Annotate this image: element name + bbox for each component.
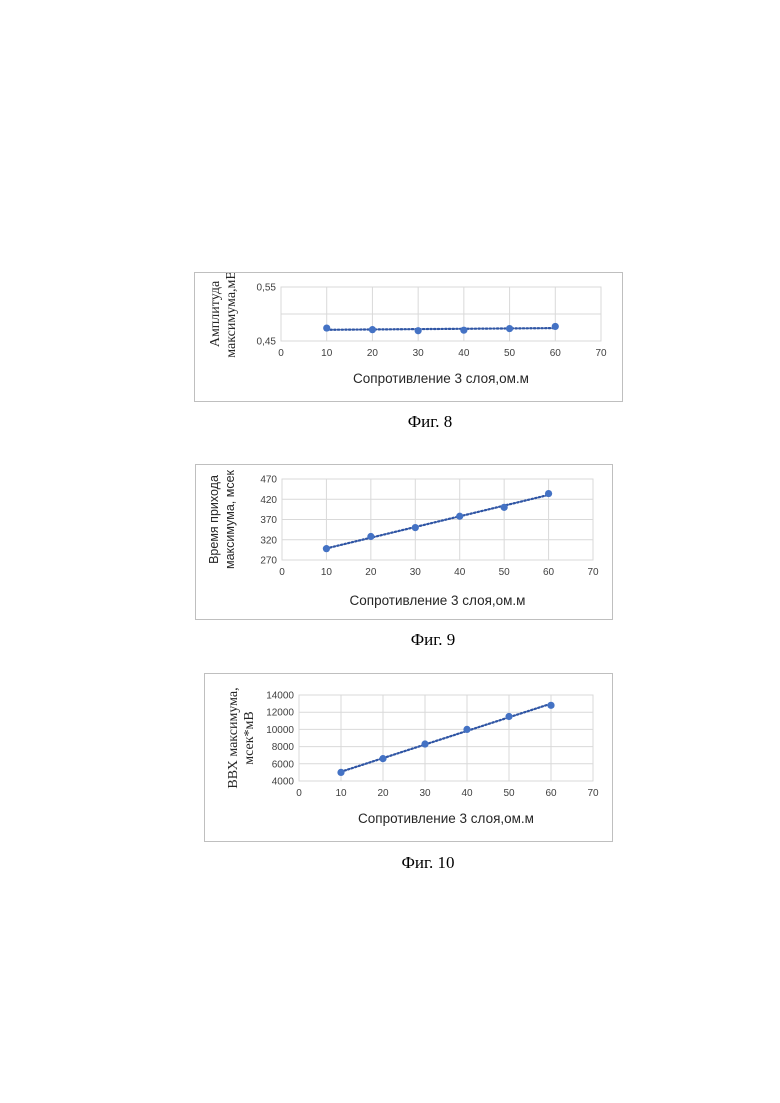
x-tick-label: 60: [545, 788, 557, 799]
y-tick-label: 320: [260, 535, 277, 546]
data-point: [501, 504, 508, 511]
y-tick-label: 12000: [266, 708, 294, 719]
x-tick-label: 0: [279, 567, 285, 578]
x-tick-label: 60: [543, 567, 555, 578]
figure-10-caption: Фиг. 10: [378, 853, 478, 873]
x-axis-title: Сопротивление 3 слоя,ом.м: [353, 371, 529, 386]
chart-10-svg: 4000 6000 8000 10000 12000 14000 0 10 20 30 40 50 60…: [205, 674, 612, 841]
x-tick-label: 70: [587, 567, 599, 578]
data-point: [369, 326, 376, 333]
data-point: [367, 533, 374, 540]
y-tick-label: 4000: [272, 777, 295, 788]
y-tick-label: 470: [260, 475, 277, 486]
x-axis-title: Сопротивление 3 слоя,ом.м: [350, 593, 526, 608]
x-tick-label: 30: [410, 567, 422, 578]
x-tick-label: 40: [458, 348, 470, 359]
data-point: [463, 726, 470, 733]
y-tick-label: 270: [260, 556, 277, 567]
x-tick-label: 50: [503, 788, 515, 799]
data-point: [415, 327, 422, 334]
y-tick-label: 14000: [266, 691, 294, 702]
x-tick-label: 10: [321, 348, 333, 359]
x-tick-label: 30: [413, 348, 425, 359]
data-point: [460, 327, 467, 334]
trendline: [341, 704, 551, 772]
y-tick-label: 0,55: [257, 283, 277, 294]
y-tick-label: 6000: [272, 759, 295, 770]
y-axis-title-line: максимума, мсек: [223, 469, 237, 569]
x-tick-label: 40: [461, 788, 473, 799]
y-axis-title-line: Амплитуда: [208, 280, 223, 347]
x-tick-label: 0: [278, 348, 284, 359]
y-tick-label: 0,45: [257, 337, 277, 348]
y-axis-title-line: мсек*мВ: [242, 711, 257, 764]
chart-9-frame: 270 320 370 420 470 0 10 20 30 40 50 60 70 Сопротивле…: [195, 464, 613, 620]
figure-9-caption: Фиг. 9: [383, 630, 483, 650]
y-axis-title-line: Время прихода: [207, 475, 221, 564]
data-point: [547, 702, 554, 709]
x-tick-label: 70: [595, 348, 607, 359]
data-point: [412, 524, 419, 531]
data-point: [552, 323, 559, 330]
x-tick-label: 10: [335, 788, 347, 799]
x-tick-label: 60: [550, 348, 562, 359]
y-axis-title-line: максимума,мВ: [224, 273, 239, 358]
chart-8-frame: 0,45 0,55 0 10 20 30 40 50 60 70 Сопротивление 3 с…: [194, 272, 623, 402]
data-point: [337, 769, 344, 776]
chart-10-frame: 4000 6000 8000 10000 12000 14000 0 10 20 30 40 50 60…: [204, 673, 613, 842]
x-tick-label: 50: [499, 567, 511, 578]
figure-8-caption: Фиг. 8: [380, 412, 480, 432]
x-tick-label: 40: [454, 567, 466, 578]
x-tick-label: 20: [367, 348, 379, 359]
data-point: [545, 490, 552, 497]
chart-8-svg: 0,45 0,55 0 10 20 30 40 50 60 70 Сопротивление 3 с…: [195, 273, 622, 401]
y-tick-label: 370: [260, 515, 277, 526]
data-point: [456, 513, 463, 520]
x-tick-label: 20: [365, 567, 377, 578]
x-axis-title: Сопротивление 3 слоя,ом.м: [358, 811, 534, 826]
x-tick-label: 20: [377, 788, 389, 799]
y-tick-label: 10000: [266, 725, 294, 736]
y-tick-label: 420: [260, 495, 277, 506]
x-tick-label: 30: [419, 788, 431, 799]
x-tick-label: 70: [587, 788, 599, 799]
x-tick-label: 10: [321, 567, 333, 578]
data-point: [323, 545, 330, 552]
data-point: [323, 324, 330, 331]
x-tick-label: 50: [504, 348, 516, 359]
y-axis-title-line: ВВХ максимума,: [226, 687, 241, 788]
x-tick-label: 0: [296, 788, 302, 799]
trendline: [326, 495, 548, 548]
trendline: [327, 328, 556, 330]
chart-9-svg: 270 320 370 420 470 0 10 20 30 40 50 60 70 Сопротивле…: [196, 465, 612, 619]
data-point: [379, 755, 386, 762]
data-point: [505, 713, 512, 720]
data-point: [421, 740, 428, 747]
data-point: [506, 325, 513, 332]
y-tick-label: 8000: [272, 742, 295, 753]
